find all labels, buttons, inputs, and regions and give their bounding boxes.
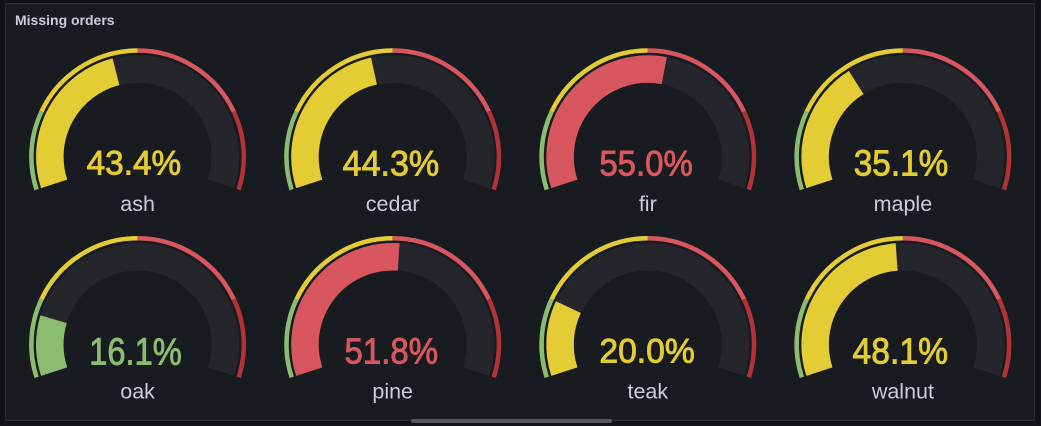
svg-text:48.1%: 48.1% bbox=[853, 331, 949, 372]
svg-text:teak: teak bbox=[627, 380, 668, 404]
svg-text:walnut: walnut bbox=[871, 380, 934, 404]
svg-text:43.4%: 43.4% bbox=[87, 145, 182, 183]
svg-text:pine: pine bbox=[372, 380, 413, 404]
svg-text:20.0%: 20.0% bbox=[599, 333, 695, 371]
svg-text:16.1%: 16.1% bbox=[89, 332, 182, 374]
svg-text:fir: fir bbox=[639, 192, 657, 216]
svg-text:ash: ash bbox=[120, 192, 155, 216]
svg-text:35.1%: 35.1% bbox=[854, 143, 949, 184]
svg-text:maple: maple bbox=[874, 192, 933, 216]
svg-text:oak: oak bbox=[120, 380, 155, 404]
svg-text:44.3%: 44.3% bbox=[343, 143, 440, 183]
svg-text:55.0%: 55.0% bbox=[599, 144, 693, 184]
svg-text:51.8%: 51.8% bbox=[345, 331, 439, 372]
svg-text:cedar: cedar bbox=[366, 192, 420, 216]
